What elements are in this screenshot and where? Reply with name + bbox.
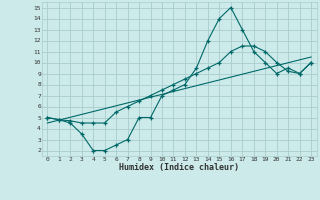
X-axis label: Humidex (Indice chaleur): Humidex (Indice chaleur)	[119, 163, 239, 172]
